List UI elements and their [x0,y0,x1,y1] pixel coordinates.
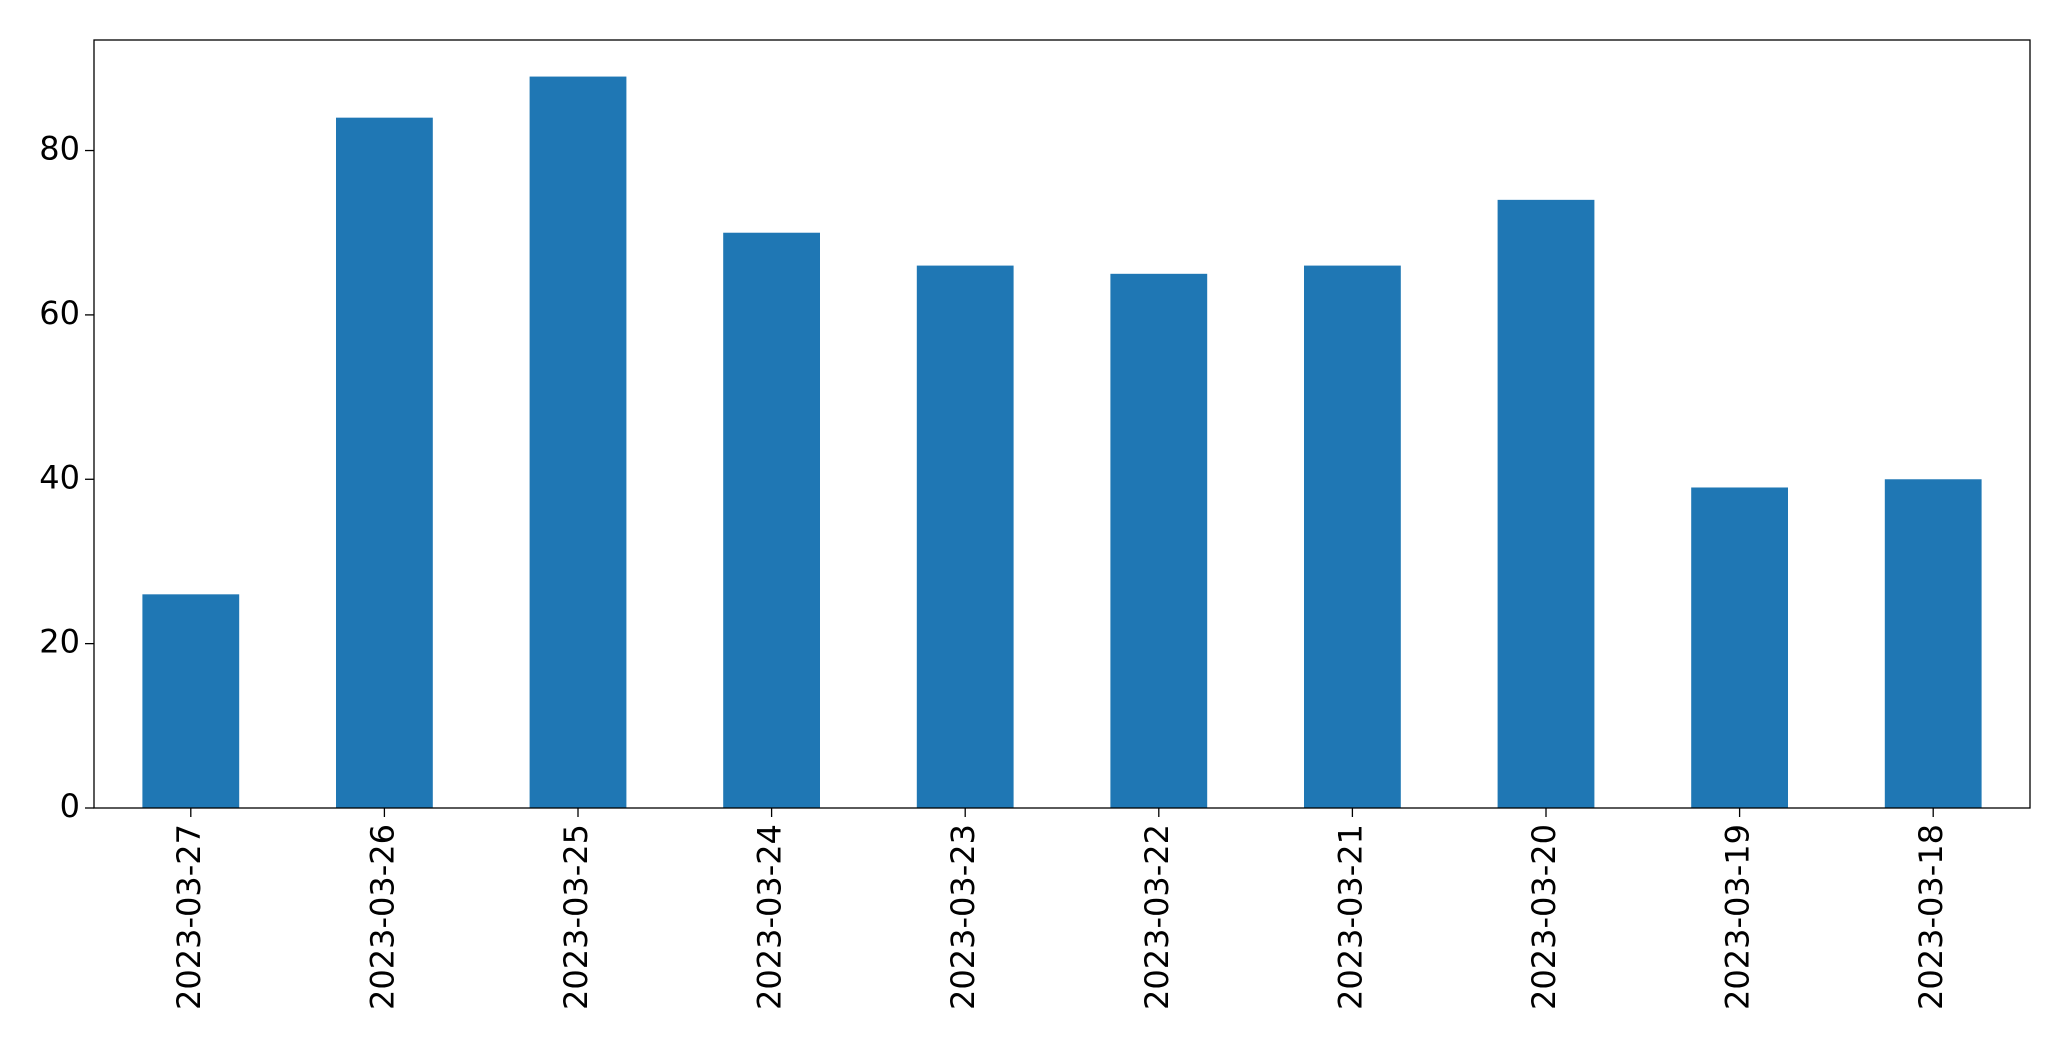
bar [1884,479,1982,808]
bar [1304,265,1401,808]
y-tick-label: 60 [39,294,80,332]
x-tick-label: 2023-03-27 [170,824,208,1010]
x-tick-label: 2023-03-22 [1138,824,1176,1010]
x-tick-label: 2023-03-18 [1912,824,1950,1010]
y-tick-label: 0 [60,787,80,825]
x-tick-label: 2023-03-23 [944,824,982,1010]
bar [916,265,1014,808]
x-tick-label: 2023-03-26 [363,824,401,1010]
x-tick-label: 2023-03-25 [557,824,595,1010]
x-tick-label: 2023-03-19 [1719,824,1757,1010]
bar [142,594,240,808]
y-tick-label: 40 [39,458,80,496]
x-tick-label: 2023-03-21 [1331,824,1369,1010]
bar [336,117,433,809]
bar [1691,487,1788,808]
y-tick-label: 20 [39,623,80,661]
y-tick-label: 80 [39,130,80,168]
bar [723,232,820,808]
bar [1110,273,1208,808]
bar [529,76,627,809]
x-tick-label: 2023-03-20 [1525,824,1563,1010]
bar [1497,199,1595,809]
x-tick-label: 2023-03-24 [751,824,789,1010]
plot-frame [93,39,2031,809]
